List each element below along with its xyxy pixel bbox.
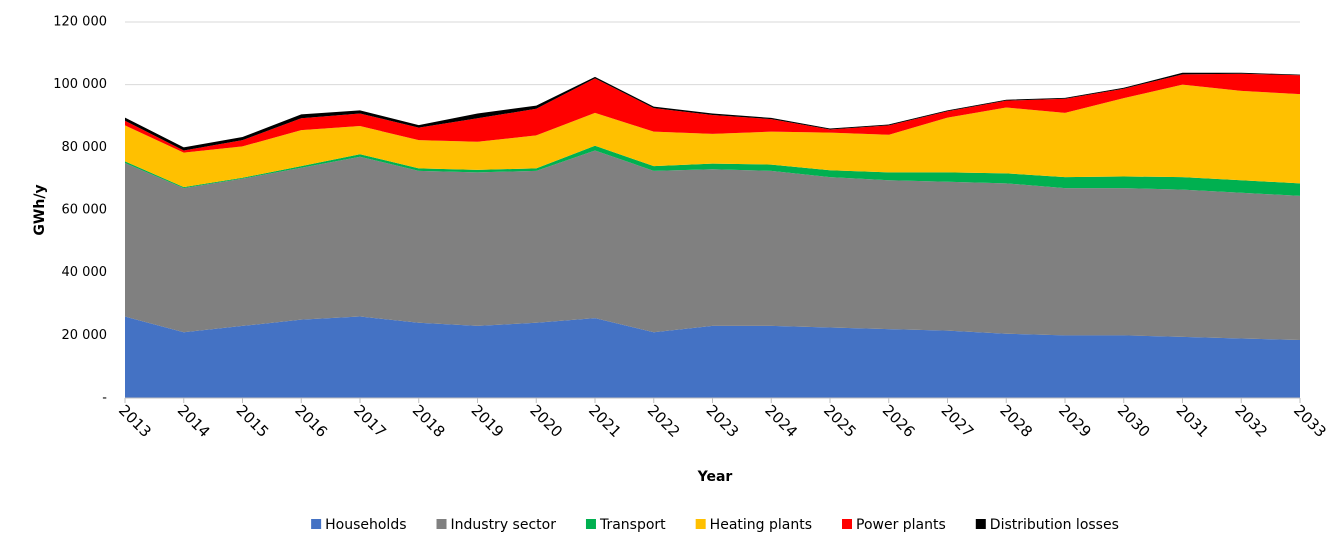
- legend-item: Transport: [585, 517, 666, 533]
- x-tick-label: 2022: [644, 401, 684, 441]
- legend-label: Transport: [599, 517, 666, 533]
- legend-swatch: [695, 519, 706, 529]
- legend-label: Distribution losses: [990, 517, 1119, 533]
- x-tick-label: 2023: [702, 401, 742, 441]
- legend-item: Industry sector: [436, 517, 557, 533]
- area: [125, 73, 1300, 153]
- x-tick-label: 2014: [174, 401, 214, 441]
- x-tick-label: 2013: [115, 401, 155, 441]
- y-tick-label: 60 000: [62, 203, 108, 218]
- legend-swatch: [585, 519, 596, 529]
- x-tick-label: 2032: [1231, 401, 1271, 441]
- y-tick-label: -: [102, 391, 107, 406]
- x-tick-label: 2027: [937, 401, 977, 441]
- y-axis-title: GWh/y: [32, 184, 48, 235]
- x-tick-label: 2020: [526, 401, 566, 441]
- y-tick-label: 100 000: [53, 77, 107, 92]
- x-tick-label: 2033: [1290, 401, 1330, 441]
- y-tick-label: 40 000: [62, 265, 108, 280]
- x-tick-label: 2029: [1055, 401, 1095, 441]
- x-tick-label: 2019: [467, 401, 507, 441]
- area: [125, 150, 1300, 341]
- x-tick-label: 2031: [1172, 401, 1212, 441]
- legend-swatch: [842, 519, 852, 529]
- legend: Households Industry sector Transport Heatin…: [311, 517, 1119, 533]
- legend-label: Heating plants: [710, 517, 812, 533]
- y-tick-label: 20 000: [62, 328, 108, 343]
- x-tick-label: 2021: [585, 401, 625, 441]
- y-tick-label: 80 000: [62, 140, 108, 155]
- x-tick-label: 2018: [409, 401, 449, 441]
- x-tick-label: 2025: [820, 401, 860, 441]
- area: [125, 72, 1300, 151]
- area: [125, 316, 1300, 398]
- legend-label: Households: [325, 517, 406, 533]
- x-tick-label: 2030: [1114, 401, 1154, 441]
- legend-swatch: [975, 519, 986, 529]
- x-tick-label: 2017: [350, 401, 390, 441]
- x-tick-label: 2026: [879, 401, 919, 441]
- x-tick-label: 2015: [232, 401, 272, 441]
- legend-item: Power plants: [842, 517, 946, 533]
- legend-item: Distribution losses: [975, 517, 1119, 533]
- x-tick-label: 2028: [996, 401, 1036, 441]
- area: [125, 84, 1300, 188]
- y-tick-label: 120 000: [53, 15, 107, 30]
- x-tick-label: 2024: [761, 401, 801, 441]
- legend-swatch: [436, 519, 447, 529]
- legend-label: Power plants: [856, 517, 946, 533]
- legend-item: Households: [311, 517, 407, 533]
- x-axis-title: Year: [697, 469, 733, 485]
- area: [125, 145, 1300, 196]
- legend-label: Industry sector: [451, 517, 557, 533]
- areas: [125, 72, 1300, 398]
- legend-swatch: [311, 519, 322, 529]
- x-tick-label: 2016: [291, 401, 331, 441]
- legend-item: Heating plants: [695, 517, 812, 533]
